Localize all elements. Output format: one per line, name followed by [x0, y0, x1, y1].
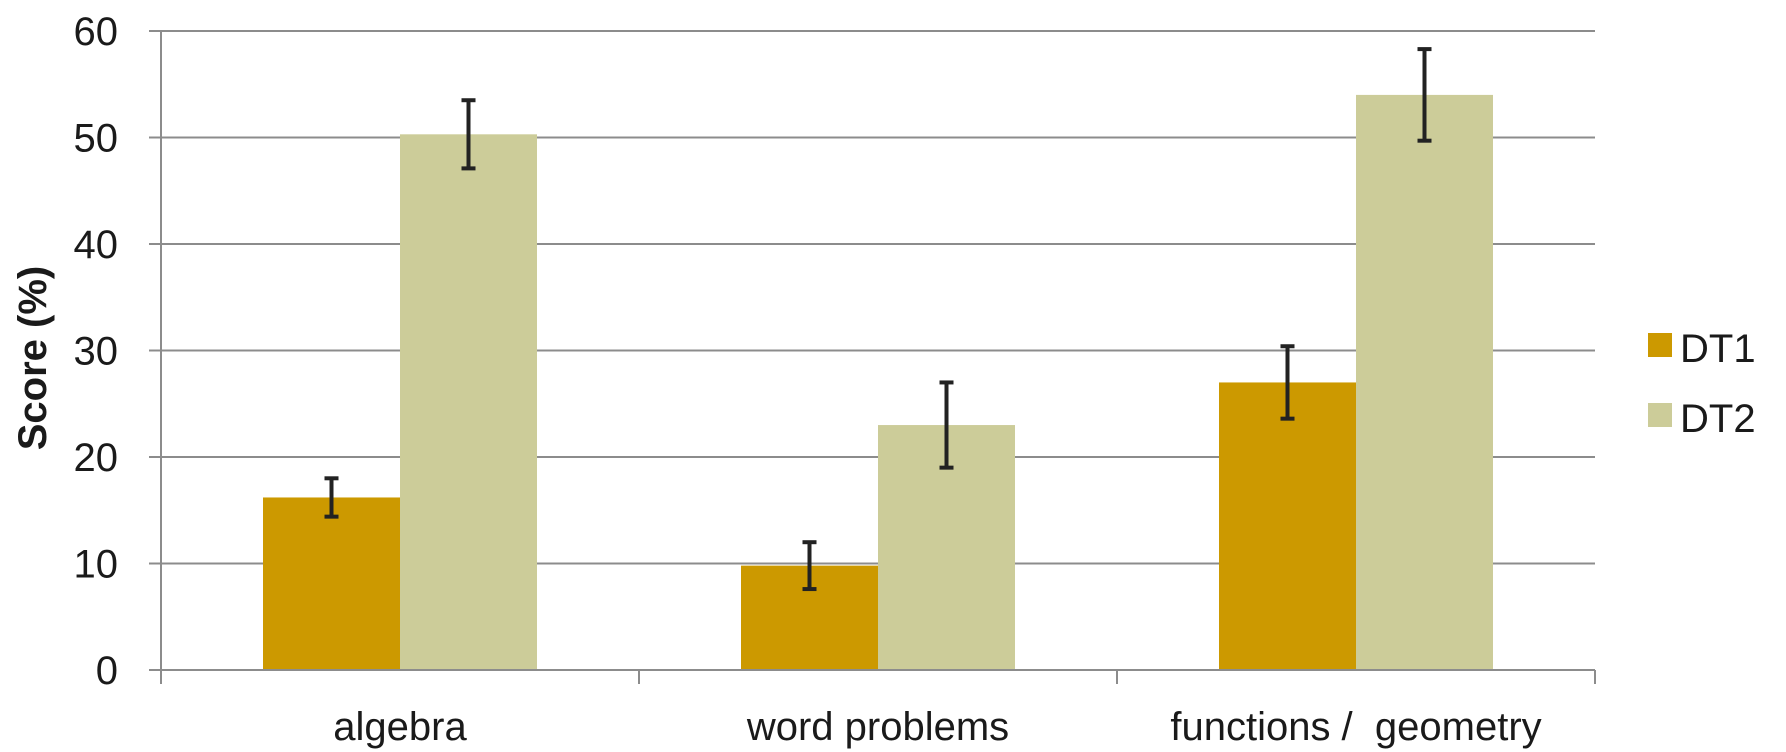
bar-dt2-2	[1356, 94, 1493, 670]
x-category-label: word problems	[746, 705, 1009, 749]
y-tick-label: 10	[74, 543, 119, 587]
legend-item-dt1: DT1	[1648, 327, 1756, 371]
y-tick-label: 0	[96, 649, 118, 693]
error-bars	[324, 47, 1432, 592]
error-bar-dt1-2	[1280, 344, 1295, 421]
legend-item-dt2: DT2	[1648, 397, 1756, 441]
legend-swatch	[1648, 333, 1672, 357]
legend-label: DT2	[1680, 397, 1756, 441]
legend-label: DT1	[1680, 327, 1756, 371]
bar-dt1-2	[1219, 382, 1356, 670]
y-tick-label: 30	[74, 330, 119, 374]
x-category-label: functions / geometry	[1170, 705, 1541, 749]
bar-dt1-0	[263, 497, 400, 670]
error-bar-dt1-0	[324, 476, 339, 519]
error-bar-dt2-0	[461, 98, 476, 171]
x-category-label: algebra	[333, 705, 467, 749]
legend-swatch	[1648, 403, 1672, 427]
legend: DT1 DT2	[1648, 327, 1756, 441]
y-tick-label: 50	[74, 117, 119, 161]
error-bar-dt2-1	[939, 380, 954, 470]
error-bar-dt2-2	[1417, 47, 1432, 143]
y-tick-label: 40	[74, 223, 119, 267]
y-axis-label: Score (%)	[11, 266, 55, 451]
x-category-labels: algebra word problems functions / geometry	[333, 705, 1541, 749]
y-tick-labels: 0 10 20 30 40 50 60	[74, 10, 119, 693]
y-tick-label: 60	[74, 10, 119, 54]
bars	[263, 94, 1493, 670]
y-tick-label: 20	[74, 436, 119, 480]
axes	[149, 30, 1596, 684]
bar-dt2-0	[400, 134, 537, 670]
error-bar-dt1-1	[802, 540, 817, 592]
